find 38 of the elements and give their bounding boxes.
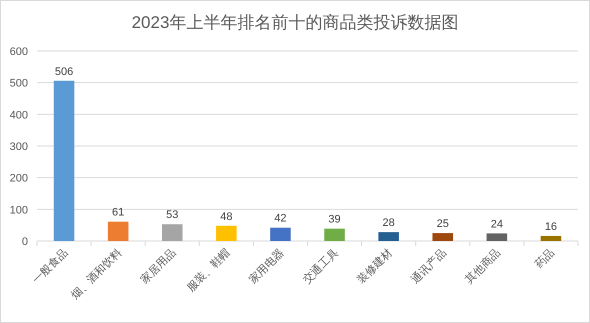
x-tick-label: 服装、鞋帽 bbox=[184, 246, 232, 294]
y-tick-label: 300 bbox=[10, 141, 28, 153]
data-label: 42 bbox=[274, 212, 287, 225]
bar bbox=[540, 236, 562, 241]
data-label: 28 bbox=[382, 217, 395, 230]
chart-title: 2023年上半年排名前十的商品类投诉数据图 bbox=[132, 13, 458, 32]
data-label: 506 bbox=[54, 66, 74, 78]
x-tick-label: 通讯产品 bbox=[408, 246, 449, 286]
data-label: 39 bbox=[328, 214, 341, 226]
bar bbox=[432, 233, 454, 241]
data-label: 48 bbox=[220, 210, 232, 223]
bar bbox=[54, 80, 74, 241]
y-tick-label: 200 bbox=[10, 172, 28, 185]
y-tick-label: 500 bbox=[10, 78, 28, 90]
data-label: 24 bbox=[490, 218, 503, 230]
y-tick-label: 600 bbox=[10, 46, 28, 58]
data-label: 25 bbox=[436, 218, 449, 230]
bar bbox=[486, 233, 508, 241]
data-label: 53 bbox=[166, 209, 178, 222]
x-tick-label: 一般食品 bbox=[30, 246, 70, 286]
y-tick-label: 100 bbox=[10, 204, 28, 216]
x-tick-label: 其他商品 bbox=[462, 246, 503, 286]
x-tick-label: 装修建材 bbox=[354, 246, 395, 286]
bar bbox=[324, 228, 345, 241]
bar bbox=[108, 222, 128, 241]
bar bbox=[162, 224, 183, 241]
y-tick-label: 400 bbox=[10, 109, 28, 122]
data-label: 16 bbox=[544, 220, 558, 233]
y-tick-label: 0 bbox=[22, 236, 28, 248]
x-tick-label: 家用电器 bbox=[246, 246, 287, 286]
x-tick-label: 烟、酒和饮料 bbox=[68, 246, 124, 302]
x-tick-label: 交通工具 bbox=[300, 246, 341, 286]
bar bbox=[270, 228, 291, 241]
bar bbox=[216, 226, 237, 241]
x-tick-label: 药品 bbox=[532, 246, 558, 271]
data-label: 61 bbox=[112, 206, 124, 219]
bar bbox=[378, 232, 399, 241]
x-tick-label: 家居用品 bbox=[138, 246, 178, 286]
